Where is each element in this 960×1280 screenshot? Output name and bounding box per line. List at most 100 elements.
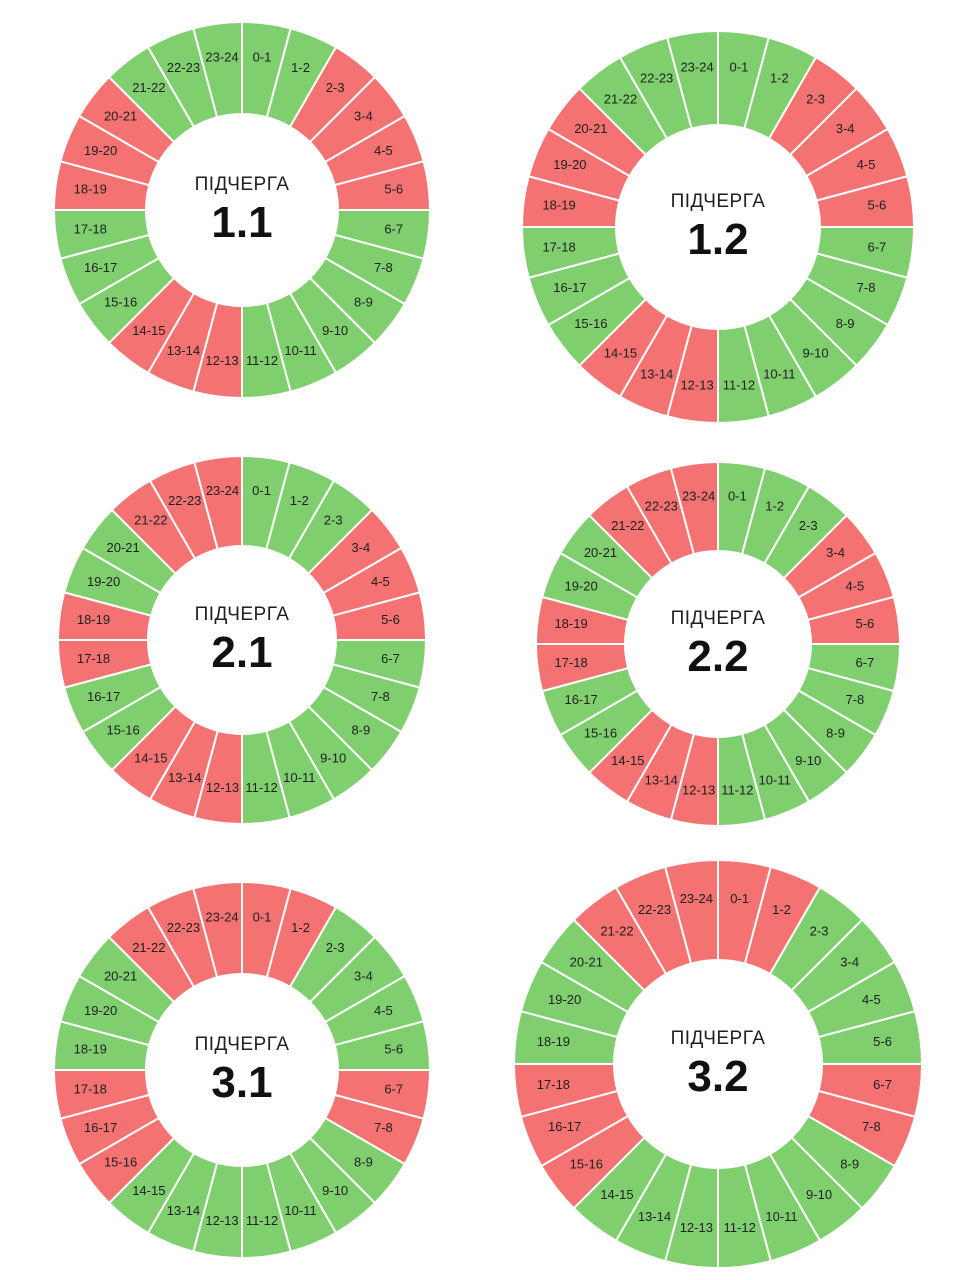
hour-label: 15-16 — [574, 316, 607, 331]
hour-label: 17-18 — [77, 651, 110, 666]
hour-label: 14-15 — [611, 753, 644, 768]
queue-caption: ПІДЧЕРГА — [195, 1034, 290, 1055]
hour-label: 17-18 — [74, 221, 107, 236]
hour-label: 8-9 — [826, 726, 845, 741]
hour-label: 22-23 — [167, 60, 200, 75]
hour-label: 11-12 — [724, 1220, 756, 1235]
hour-label: 16-17 — [548, 1119, 581, 1134]
hour-label: 5-6 — [873, 1034, 892, 1049]
hour-label: 9-10 — [795, 753, 821, 768]
hour-label: 13-14 — [168, 770, 201, 785]
hour-label: 15-16 — [584, 726, 617, 741]
hour-label: 21-22 — [611, 518, 644, 533]
hour-label: 7-8 — [374, 1120, 393, 1135]
hour-label: 6-7 — [384, 221, 403, 236]
hour-segment — [663, 858, 719, 965]
hour-label: 18-19 — [554, 616, 587, 631]
hour-label: 3-4 — [836, 121, 855, 136]
hour-label: 2-3 — [799, 518, 818, 533]
hour-label: 16-17 — [87, 689, 120, 704]
hour-label: 13-14 — [167, 1203, 200, 1218]
hour-segment — [192, 20, 243, 119]
hour-label: 18-19 — [542, 198, 575, 213]
hour-label: 13-14 — [640, 367, 673, 382]
hour-label: 15-16 — [107, 723, 140, 738]
hour-label: 5-6 — [381, 612, 400, 627]
hour-label: 5-6 — [856, 616, 875, 631]
hour-label: 22-23 — [640, 70, 673, 85]
hour-label: 20-21 — [104, 968, 137, 983]
hour-label: 6-7 — [384, 1081, 403, 1096]
hour-label: 4-5 — [846, 579, 865, 594]
hour-label: 3-4 — [354, 968, 373, 983]
hour-label: 16-17 — [84, 1120, 117, 1135]
hour-label: 9-10 — [806, 1187, 832, 1202]
hour-label: 5-6 — [384, 181, 403, 196]
hour-label: 1-2 — [290, 493, 309, 508]
hour-label: 1-2 — [772, 902, 791, 917]
hour-label: 0-1 — [253, 910, 272, 925]
queue-diagram-3-1: 0-1 1-2 2-3 3-4 4-5 5-6 6-7 7-8 8-9 9-10 10-11 11-1… — [52, 880, 432, 1260]
hour-label: 20-21 — [584, 545, 617, 560]
hour-label: 1-2 — [291, 60, 310, 75]
hour-label: 19-20 — [553, 157, 586, 172]
hour-label: 10-11 — [759, 772, 791, 787]
hour-label: 6-7 — [381, 651, 400, 666]
hour-label: 10-11 — [283, 770, 315, 785]
hour-label: 10-11 — [284, 1203, 316, 1218]
hour-label: 21-22 — [600, 924, 633, 939]
hour-label: 20-21 — [574, 121, 607, 136]
hour-label: 12-13 — [680, 1220, 713, 1235]
queue-caption: ПІДЧЕРГА — [671, 191, 766, 212]
hour-label: 11-12 — [721, 782, 753, 797]
hour-label: 1-2 — [765, 499, 784, 514]
hour-label: 23-24 — [680, 60, 713, 75]
queue-number: 1.2 — [687, 215, 748, 264]
hour-label: 2-3 — [324, 513, 343, 528]
queue-diagram-1-2: 0-1 1-2 2-3 3-4 4-5 5-6 6-7 7-8 8-9 9-10 10-11 11-1… — [520, 29, 916, 425]
hour-label: 4-5 — [857, 157, 876, 172]
hour-label: 10-11 — [765, 1209, 797, 1224]
hour-label: 23-24 — [205, 910, 238, 925]
hour-label: 20-21 — [104, 108, 137, 123]
hour-label: 8-9 — [836, 316, 855, 331]
hour-label: 12-13 — [205, 1213, 238, 1228]
hour-label: 4-5 — [374, 143, 393, 158]
hour-label: 19-20 — [84, 1003, 117, 1018]
queue-number: 2.2 — [687, 632, 748, 681]
hour-label: 17-18 — [537, 1077, 570, 1092]
hour-label: 0-1 — [730, 60, 749, 75]
hour-label: 5-6 — [868, 198, 887, 213]
queue-caption: ПІДЧЕРГА — [195, 174, 290, 195]
queue-diagram-1-1: 0-1 1-2 2-3 3-4 4-5 5-6 6-7 7-8 8-9 9-10 10-11 11-1… — [52, 20, 432, 400]
hour-label: 21-22 — [604, 91, 637, 106]
hour-label: 9-10 — [803, 346, 829, 361]
hour-label: 10-11 — [284, 343, 316, 358]
hour-label: 19-20 — [564, 579, 597, 594]
hour-label: 15-16 — [570, 1156, 603, 1171]
hour-label: 19-20 — [87, 574, 120, 589]
hour-label: 7-8 — [371, 689, 390, 704]
hour-label: 8-9 — [354, 1155, 373, 1170]
queue-caption: ПІДЧЕРГА — [195, 604, 290, 625]
hour-label: 22-23 — [168, 493, 201, 508]
queue-number: 2.1 — [211, 628, 272, 677]
hour-label: 22-23 — [638, 902, 671, 917]
queue-caption: ПІДЧЕРГА — [671, 1028, 766, 1049]
queue-number: 3.2 — [687, 1052, 748, 1101]
hour-label: 13-14 — [638, 1209, 671, 1224]
hour-segment — [669, 460, 719, 556]
hour-segment — [193, 454, 243, 551]
hour-label: 18-19 — [74, 1041, 107, 1056]
hour-label: 1-2 — [770, 70, 789, 85]
hour-label: 7-8 — [857, 280, 876, 295]
hour-label: 21-22 — [132, 80, 165, 95]
hour-label: 0-1 — [728, 489, 747, 504]
hour-segment — [192, 880, 243, 979]
hour-label: 8-9 — [354, 295, 373, 310]
hour-label: 1-2 — [291, 920, 310, 935]
queue-caption: ПІДЧЕРГА — [671, 608, 766, 629]
hour-label: 19-20 — [548, 992, 581, 1007]
queue-diagram-2-1: 0-1 1-2 2-3 3-4 4-5 5-6 6-7 7-8 8-9 9-10 10-11 11-1… — [56, 454, 428, 826]
